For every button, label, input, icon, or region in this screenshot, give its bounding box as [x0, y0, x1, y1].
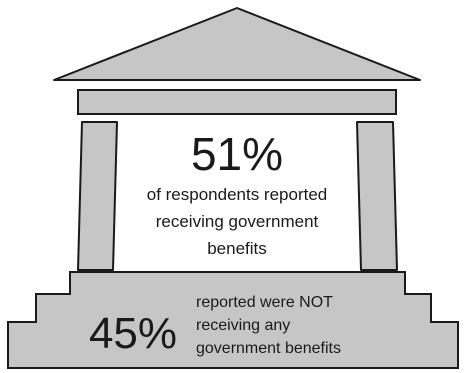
top-stat-line-1: of respondents reported	[147, 185, 328, 204]
top-stat-line-3: benefits	[207, 239, 267, 258]
right-column	[356, 121, 398, 271]
bottom-stat-line-3: government benefits	[196, 340, 341, 357]
building-beam	[77, 89, 397, 115]
building-roof	[53, 7, 421, 81]
bottom-stat-line-2: receiving any	[196, 317, 290, 334]
top-stat-value: 51%	[191, 128, 283, 180]
bottom-stat-line-1: reported were NOT	[196, 294, 333, 311]
building-steps	[7, 271, 459, 369]
bottom-stat-value: 45%	[89, 309, 177, 358]
left-column	[77, 121, 118, 271]
top-stat-line-2: receiving government	[156, 212, 319, 231]
